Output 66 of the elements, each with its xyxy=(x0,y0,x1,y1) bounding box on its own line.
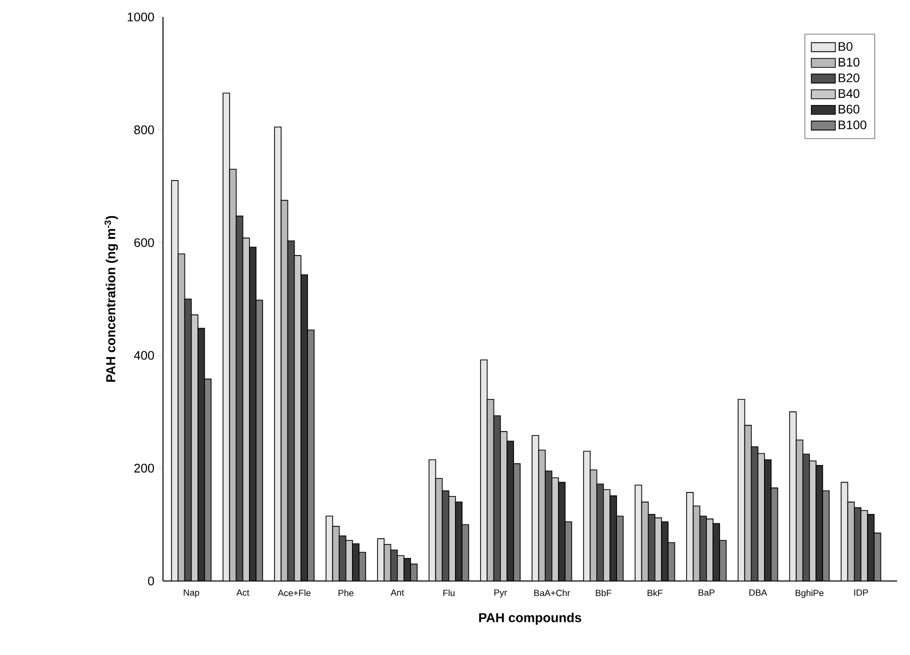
y-tick-label: 800 xyxy=(134,125,154,134)
bar xyxy=(486,398,494,581)
x-tick-label: BghiPe xyxy=(796,590,824,598)
bar xyxy=(641,502,649,581)
bar xyxy=(583,450,591,581)
y-axis-title: PAH concentration (ng m$^{-3}$) xyxy=(104,216,118,382)
bar xyxy=(229,168,237,581)
x-tick-label: DBA xyxy=(749,590,768,596)
x-tick-label: Ant xyxy=(390,590,404,596)
legend-label: B20 xyxy=(838,73,860,82)
x-tick-label: IDP xyxy=(854,590,868,596)
bar xyxy=(750,446,758,581)
bar xyxy=(789,411,797,581)
bar xyxy=(738,398,746,581)
x-tick-label: Ace+Fle xyxy=(278,590,311,596)
bar xyxy=(307,330,315,581)
bar xyxy=(493,415,501,581)
bar xyxy=(564,521,572,581)
bar xyxy=(822,490,830,581)
legend-label: B40 xyxy=(838,89,860,98)
y-tick-label: 600 xyxy=(134,238,154,248)
bar xyxy=(686,492,694,581)
y-tick-label: 1000 xyxy=(128,12,154,22)
bar xyxy=(802,454,810,581)
legend-label: B10 xyxy=(838,58,860,67)
legend-label: B60 xyxy=(838,104,860,114)
bar xyxy=(513,463,521,581)
y-tick-label: 200 xyxy=(134,464,154,473)
legend-label: B0 xyxy=(838,42,852,51)
bar xyxy=(634,484,642,581)
x-tick-label: BbF xyxy=(596,590,612,596)
bar xyxy=(242,238,250,581)
bar xyxy=(332,526,340,581)
bar xyxy=(840,482,848,581)
bar xyxy=(544,470,552,581)
bar xyxy=(480,360,488,581)
bar xyxy=(538,450,546,581)
y-tick-label: 0 xyxy=(148,576,154,586)
bar xyxy=(596,484,604,581)
bar xyxy=(616,516,624,581)
bar xyxy=(435,478,443,581)
bar xyxy=(590,469,598,581)
x-tick-label: Flu xyxy=(443,590,455,596)
bar xyxy=(184,298,192,581)
bar xyxy=(274,126,282,581)
x-tick-label: Phe xyxy=(338,590,354,596)
x-axis-title: PAH compounds xyxy=(479,612,582,625)
bar xyxy=(442,490,450,581)
legend-label: B100 xyxy=(838,120,866,130)
bar xyxy=(178,253,186,581)
bar xyxy=(428,459,436,581)
x-tick-label: BaA+Chr xyxy=(534,590,570,596)
bar xyxy=(770,488,778,581)
bar xyxy=(236,216,244,581)
y-tick-label: 400 xyxy=(134,350,154,360)
bar xyxy=(280,200,288,581)
x-tick-label: Nap xyxy=(184,590,200,598)
x-tick-label: Act xyxy=(236,590,250,596)
bar xyxy=(532,435,540,581)
x-tick-label: BaP xyxy=(698,590,714,596)
x-tick-label: BkF xyxy=(648,590,663,596)
bar xyxy=(699,516,707,581)
bar xyxy=(190,314,198,581)
bar xyxy=(326,516,334,581)
bar xyxy=(287,240,295,581)
x-tick-label: Pyr xyxy=(494,590,507,598)
